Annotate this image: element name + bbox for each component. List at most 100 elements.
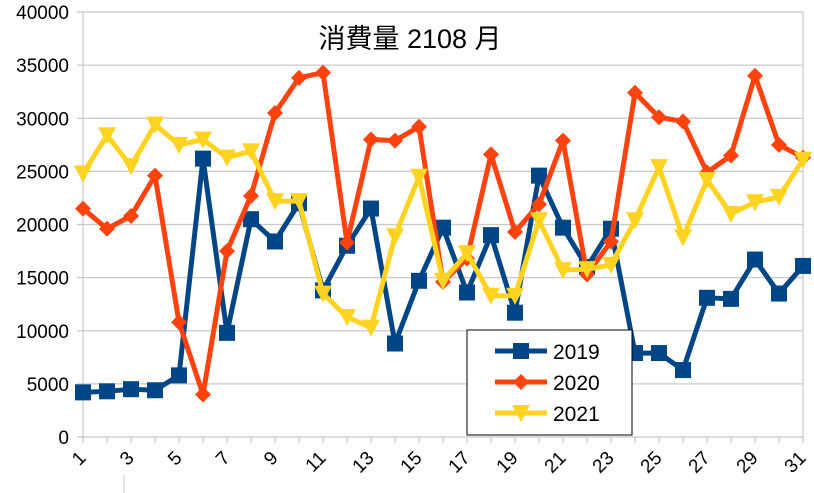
data-point-2021 <box>626 212 644 230</box>
data-point-2020 <box>411 118 427 135</box>
data-point-2021 <box>698 171 716 189</box>
data-point-2021 <box>146 116 164 134</box>
data-point-2019 <box>771 285 787 302</box>
data-point-2019 <box>75 384 91 401</box>
legend-label-2019: 2019 <box>553 341 600 364</box>
data-point-2019 <box>651 345 667 362</box>
data-point-2019 <box>459 284 475 301</box>
x-tick-label: 11 <box>302 448 331 477</box>
data-point-2020 <box>147 167 163 184</box>
data-point-2020 <box>531 196 547 213</box>
data-point-2021 <box>746 194 764 212</box>
x-tick-label: 13 <box>349 448 379 478</box>
data-point-2020 <box>771 136 787 153</box>
x-tick-label: 5 <box>164 448 186 470</box>
data-point-2021 <box>722 205 740 223</box>
data-point-2021 <box>74 165 92 183</box>
data-point-2020 <box>555 132 571 149</box>
data-point-2019 <box>531 167 547 184</box>
x-tick-label: 1 <box>68 448 90 470</box>
data-point-2020 <box>171 314 187 331</box>
x-tick-label: 7 <box>212 448 234 470</box>
data-point-2020 <box>243 187 259 204</box>
data-point-2019 <box>795 257 811 274</box>
data-point-2019 <box>267 233 283 250</box>
data-point-2020 <box>291 69 307 86</box>
data-point-2019 <box>747 251 763 268</box>
data-point-2019 <box>219 324 235 341</box>
data-point-2019 <box>723 290 739 307</box>
data-point-2019 <box>99 383 115 400</box>
data-point-2021 <box>242 143 260 161</box>
data-point-2020 <box>75 200 91 217</box>
x-tick-label: 19 <box>493 448 523 478</box>
x-tick-label: 23 <box>589 448 619 478</box>
data-point-2019 <box>699 289 715 306</box>
legend-marker-2021 <box>512 405 530 422</box>
data-point-2020 <box>339 234 355 251</box>
data-point-2021 <box>98 127 116 145</box>
data-point-2021 <box>554 262 572 280</box>
x-tick-label: 31 <box>781 448 811 478</box>
chart-title: 消費量 2108 月 <box>318 24 501 54</box>
y-tick-label: 5000 <box>27 375 69 396</box>
data-point-2021 <box>650 159 668 177</box>
x-tick-label: 3 <box>116 448 138 470</box>
legend-label-2020: 2020 <box>553 372 600 395</box>
data-point-2021 <box>314 285 332 303</box>
y-tick-label: 20000 <box>16 216 69 237</box>
data-point-2021 <box>506 287 524 305</box>
data-point-2021 <box>338 308 356 326</box>
data-point-2020 <box>99 220 115 237</box>
data-point-2019 <box>675 362 691 379</box>
y-tick-label: 0 <box>58 428 69 449</box>
data-point-2020 <box>195 386 211 403</box>
data-point-2020 <box>603 233 619 250</box>
x-tick-label: 15 <box>397 448 427 478</box>
data-point-2020 <box>747 67 763 84</box>
data-point-2020 <box>219 243 235 260</box>
data-point-2020 <box>387 132 403 149</box>
data-point-2019 <box>435 219 451 236</box>
legend-marker-2020 <box>513 374 529 390</box>
data-point-2020 <box>123 208 139 224</box>
data-point-2019 <box>507 304 523 321</box>
data-point-2021 <box>410 168 428 186</box>
y-tick-label: 35000 <box>16 56 69 77</box>
x-tick-label: 29 <box>733 448 763 478</box>
data-point-2021 <box>170 136 188 154</box>
data-point-2020 <box>267 104 283 121</box>
data-point-2020 <box>483 146 499 163</box>
data-point-2021 <box>218 149 236 167</box>
data-point-2021 <box>794 151 812 169</box>
data-point-2019 <box>243 211 259 228</box>
data-point-2019 <box>411 272 427 289</box>
data-point-2021 <box>602 256 620 274</box>
data-point-2020 <box>627 84 643 101</box>
data-point-2019 <box>123 381 139 398</box>
x-tick-label: 27 <box>685 448 715 478</box>
data-point-2021 <box>530 212 548 230</box>
legend-marker-2019 <box>513 343 529 359</box>
x-tick-label: 17 <box>445 448 475 478</box>
data-point-2021 <box>194 131 212 149</box>
y-tick-label: 40000 <box>16 3 69 24</box>
data-point-2021 <box>482 287 500 305</box>
x-tick-label: 25 <box>637 448 667 478</box>
data-point-2021 <box>578 261 596 279</box>
data-point-2021 <box>290 193 308 211</box>
x-tick-label: 9 <box>260 448 282 470</box>
data-point-2021 <box>674 229 692 247</box>
data-point-2021 <box>434 272 452 290</box>
data-point-2020 <box>675 113 691 130</box>
data-point-2021 <box>458 245 476 263</box>
data-point-2021 <box>386 228 404 246</box>
data-point-2021 <box>362 319 380 337</box>
data-point-2019 <box>387 335 403 352</box>
data-point-2019 <box>363 200 379 217</box>
data-point-2020 <box>315 64 331 81</box>
data-point-2021 <box>122 158 140 176</box>
x-tick-label: 21 <box>541 448 571 478</box>
